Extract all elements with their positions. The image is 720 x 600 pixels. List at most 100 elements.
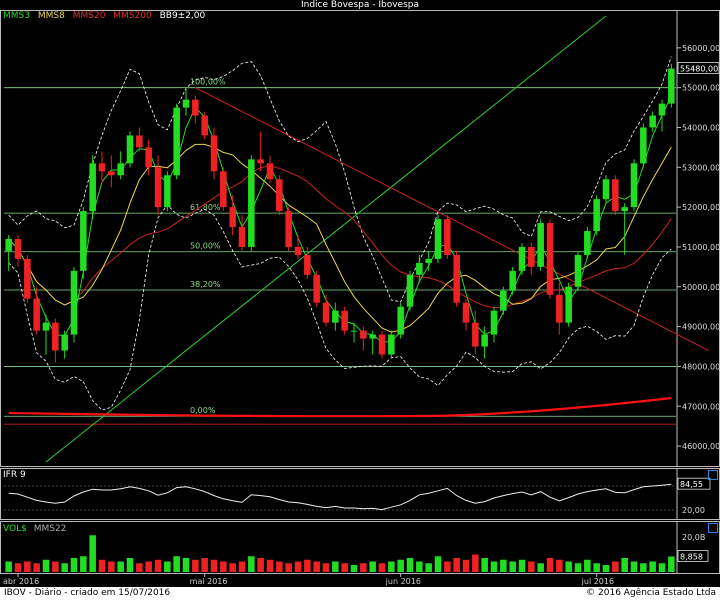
candle-body xyxy=(80,211,87,271)
candle-body xyxy=(248,159,255,247)
candle-body xyxy=(276,179,283,212)
volume-bar xyxy=(630,561,638,572)
y-tick-label: 50000,00 xyxy=(682,283,720,292)
candle-body xyxy=(52,322,59,351)
candle-body xyxy=(621,207,628,212)
candle-body xyxy=(593,199,600,232)
y-tick-label: 53000,00 xyxy=(682,163,720,172)
candle-body xyxy=(98,163,106,172)
y-tick-label: 51000,00 xyxy=(682,243,720,252)
volume-bar xyxy=(537,563,544,572)
volume-bar xyxy=(5,561,12,572)
volume-bar xyxy=(332,561,339,572)
candle-body xyxy=(5,239,12,251)
candle-body xyxy=(220,171,227,208)
chart-title: Indice Bovespa - Ibovespa xyxy=(300,0,419,10)
volume-bar xyxy=(388,561,395,572)
candle-body xyxy=(136,135,143,148)
volume-bar xyxy=(350,565,358,572)
y-tick-label: 46000,00 xyxy=(682,442,720,451)
legend-mms8: MMS8 xyxy=(37,11,65,21)
volume-bar xyxy=(61,563,68,572)
volume-bar xyxy=(658,563,666,572)
volume-bar xyxy=(33,563,40,572)
volume-bar xyxy=(294,561,302,572)
volume-bar xyxy=(145,561,152,572)
y-tick-label: 48000,00 xyxy=(682,362,720,371)
candle-body xyxy=(24,258,31,299)
candle-body xyxy=(145,147,152,168)
candle-body xyxy=(229,207,236,228)
volume-bar xyxy=(52,561,59,572)
volume-bar xyxy=(472,554,479,572)
volume-bar xyxy=(509,561,516,572)
candle-body xyxy=(126,135,134,164)
candle-body xyxy=(164,175,171,208)
volume-bar xyxy=(276,561,283,572)
volume-bar xyxy=(360,563,367,572)
volume-bar xyxy=(201,558,208,572)
candle-body xyxy=(640,127,647,164)
ifr-last-box xyxy=(677,477,711,490)
candle-body xyxy=(462,302,470,323)
legend-mms3: MMS3 xyxy=(3,11,30,21)
candle-body xyxy=(192,99,199,116)
candle-body xyxy=(33,298,40,331)
candle-body xyxy=(42,322,50,331)
candle-body xyxy=(406,274,414,307)
legend-bb: BB9±2,00 xyxy=(159,11,206,21)
candle-body xyxy=(500,290,507,311)
volume-bar xyxy=(192,559,199,572)
candle-body xyxy=(537,223,544,267)
volume-bar xyxy=(481,558,488,572)
candle-body xyxy=(378,334,386,355)
volume-bar xyxy=(80,556,87,572)
ifr-last-label: 84,55 xyxy=(680,480,703,489)
candle-body xyxy=(565,286,572,323)
volume-bar xyxy=(518,559,526,572)
candle-body xyxy=(238,227,246,247)
x-tick-label: mai 2016 xyxy=(190,577,228,586)
volume-bar xyxy=(341,563,348,572)
candle-body xyxy=(612,179,619,212)
volume-bar xyxy=(266,559,274,572)
candle-body xyxy=(584,231,591,255)
volume-bar xyxy=(108,561,115,572)
candle-body xyxy=(332,310,339,323)
volume-bar xyxy=(248,556,255,572)
x-tick-label: jul 2016 xyxy=(581,577,614,586)
expand-ifr-icon[interactable] xyxy=(708,470,718,480)
last-price-box xyxy=(677,62,720,74)
candle-body xyxy=(630,163,638,208)
candle-body xyxy=(210,135,218,172)
candle-body xyxy=(294,246,302,255)
mms20-line xyxy=(8,165,672,309)
volume-bar xyxy=(593,563,600,572)
candle-body xyxy=(388,334,395,355)
volume-bar xyxy=(257,558,264,572)
candle-body xyxy=(556,294,563,323)
volume-bar xyxy=(574,563,582,572)
expand-vol-icon[interactable] xyxy=(708,523,718,533)
volume-bar xyxy=(500,559,507,572)
trendline xyxy=(45,15,607,463)
volume-bar xyxy=(136,563,143,572)
candle-body xyxy=(444,219,451,255)
volume-bar xyxy=(14,563,22,572)
candle-body xyxy=(546,223,554,295)
candle-body xyxy=(285,211,292,247)
candle-body xyxy=(201,115,208,136)
candle-body xyxy=(89,163,96,212)
candle-body xyxy=(481,334,488,347)
volume-bar xyxy=(425,563,432,572)
volume-bar xyxy=(369,561,376,572)
ifr-tick-label: 20,00 xyxy=(682,506,705,515)
y-tick-label: 55000,00 xyxy=(682,84,720,93)
candle-body xyxy=(322,302,330,323)
volume-bar xyxy=(322,563,330,572)
y-tick-label: 47000,00 xyxy=(682,402,720,411)
candle-body xyxy=(518,246,526,271)
candle-body xyxy=(472,322,479,347)
fibonacci-label: 38,20% xyxy=(190,280,221,289)
